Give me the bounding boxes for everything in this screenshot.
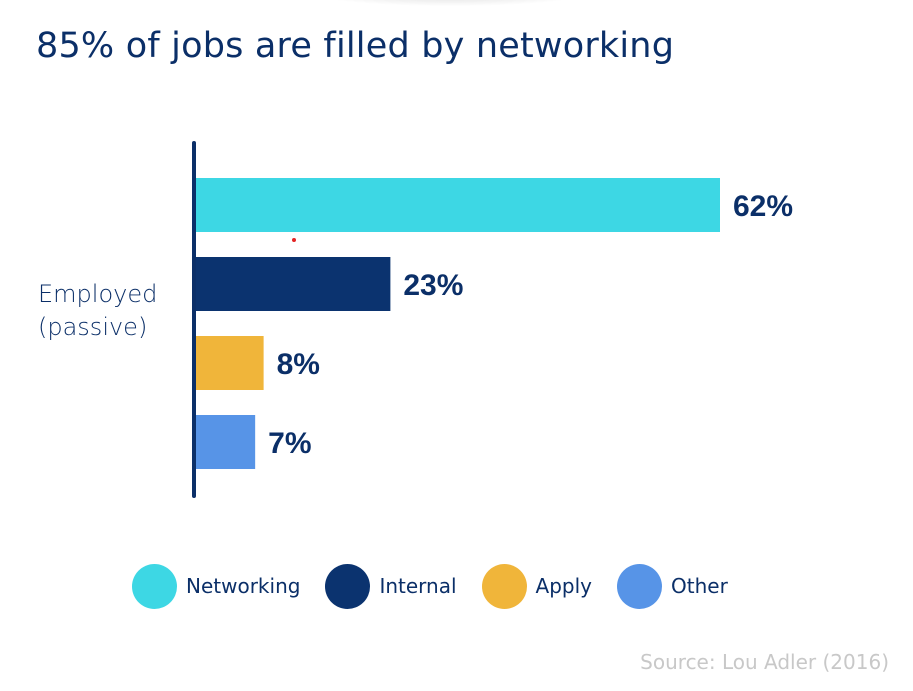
chart-title: 85% of jobs are filled by networking xyxy=(36,26,675,66)
red-dot-mark xyxy=(292,238,296,242)
legend-swatch-apply xyxy=(481,563,527,609)
legend-swatch-networking xyxy=(132,563,177,609)
category-label: Employed (passive) xyxy=(38,278,183,344)
legend-swatch-other xyxy=(617,563,662,609)
category-label-line-2: (passive) xyxy=(38,313,148,341)
source-credit: Source: Lou Adler (2016) xyxy=(640,650,889,674)
legend-item-networking: Networking xyxy=(132,563,301,609)
legend-item-other: Other xyxy=(617,563,728,609)
legend: Networking Internal Apply Other xyxy=(132,563,753,609)
top-shadow xyxy=(300,0,600,6)
data-label-apply: 8% xyxy=(277,348,320,381)
legend-label-networking: Networking xyxy=(186,574,301,598)
bar-apply xyxy=(196,336,264,390)
bar-internal xyxy=(196,257,391,311)
legend-swatch-internal xyxy=(325,563,371,609)
category-label-line-1: Employed xyxy=(38,280,158,308)
data-label-other: 7% xyxy=(268,427,311,460)
data-label-internal: 23% xyxy=(403,269,463,302)
legend-label-apply: Apply xyxy=(535,574,592,598)
data-label-networking: 62% xyxy=(733,190,793,223)
legend-item-apply: Apply xyxy=(481,563,592,609)
legend-item-internal: Internal xyxy=(325,563,457,609)
legend-label-internal: Internal xyxy=(379,574,457,598)
bar-networking xyxy=(196,178,720,232)
legend-label-other: Other xyxy=(671,574,728,598)
bar-other xyxy=(196,415,256,469)
